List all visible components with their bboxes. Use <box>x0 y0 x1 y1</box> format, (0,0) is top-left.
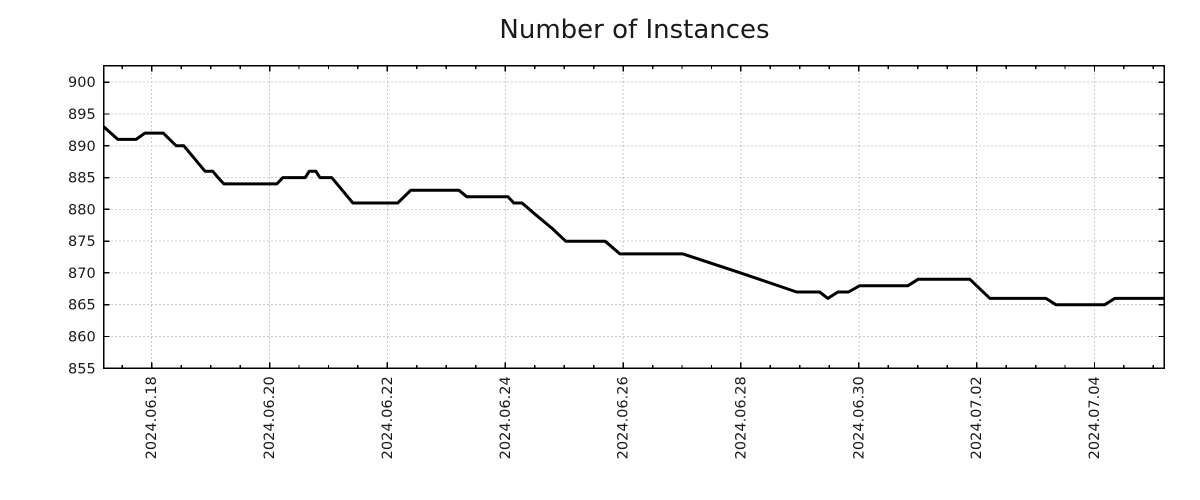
x-tick-label: 2024.07.02 <box>969 376 985 459</box>
x-tick-label: 2024.06.18 <box>144 376 160 459</box>
y-tick-label: 855 <box>68 361 96 377</box>
y-tick-label: 885 <box>68 171 96 187</box>
y-tick-label: 900 <box>68 75 96 91</box>
x-tick-label: 2024.07.04 <box>1087 376 1103 459</box>
y-tick-label: 890 <box>68 139 96 155</box>
x-tick-label: 2024.06.30 <box>851 376 867 459</box>
series-line-instances <box>102 125 1165 307</box>
y-tick-label: 895 <box>68 107 96 123</box>
y-tick-label: 875 <box>68 234 96 250</box>
y-tick-label: 865 <box>68 298 96 314</box>
x-tick-label: 2024.06.20 <box>262 376 278 459</box>
x-tick-label: 2024.06.28 <box>733 376 749 459</box>
y-tick-label: 870 <box>68 266 96 282</box>
y-tick-label: 880 <box>68 202 96 218</box>
x-tick-label: 2024.06.26 <box>616 376 632 459</box>
y-tick-label: 860 <box>68 330 96 346</box>
x-tick-label: 2024.06.22 <box>380 376 396 459</box>
plot-border <box>102 64 1166 370</box>
chart-title: Number of Instances <box>499 15 770 45</box>
x-tick-label: 2024.06.24 <box>498 376 514 459</box>
